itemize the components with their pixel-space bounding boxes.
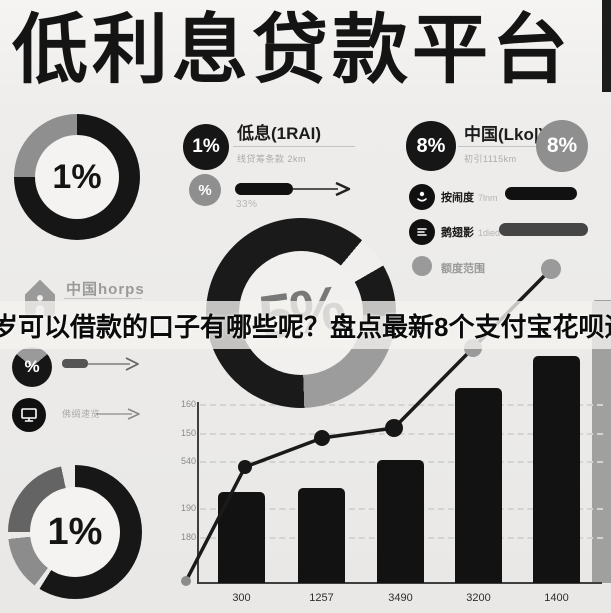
percent-badge-left: 1% <box>183 124 229 170</box>
lines-icon <box>409 219 435 245</box>
stat-right-subtitle: 初引1115km <box>464 154 517 164</box>
bar-300 <box>218 492 265 583</box>
row1-bold: 按闹度 <box>441 192 474 204</box>
y-axis-tick-label: 160 <box>180 399 196 409</box>
stat-left-subtitle: 线贷筹条款 2km <box>237 154 307 164</box>
headline-overlay: 岁可以借款的口子有哪些呢？盘点最新8个支付宝花呗逾期万元快速贷款 <box>0 301 611 349</box>
x-axis-label: 3490 <box>388 592 413 604</box>
stat-right-title: 中国(Lko|) <box>464 125 545 144</box>
gray-dot-icon <box>412 256 432 276</box>
progress-pill <box>235 183 293 195</box>
donut-top-left-value: 1% <box>35 135 119 219</box>
chart-y-axis <box>197 402 199 584</box>
divider <box>64 298 142 299</box>
row2-light: 1died <box>478 228 501 238</box>
page-title: 低利息贷款平台 <box>12 8 572 93</box>
donut-chart-top-left: 1% <box>14 114 140 240</box>
chart-x-axis <box>198 582 602 584</box>
monitor-icon <box>12 398 46 432</box>
x-axis-label: 1400 <box>544 592 569 604</box>
bar-3490 <box>377 460 424 583</box>
row-label-1: 按闹度 7lnm <box>441 189 498 205</box>
right-arrow-icon <box>96 408 140 420</box>
edge-bar <box>592 300 611 583</box>
y-axis-tick-label: 150 <box>180 428 196 438</box>
row3-bold: 额度范围 <box>441 263 485 275</box>
percent-circle-icon: % <box>12 347 52 387</box>
x-axis-label: 1257 <box>309 592 334 604</box>
value-pill-1 <box>505 187 577 200</box>
row2-bold: 鹅翅影 <box>441 227 474 239</box>
donut-bottom-left-value: 1% <box>30 487 120 577</box>
rate-value: 33% <box>236 199 258 210</box>
line-data-point <box>541 259 561 279</box>
bulb-icon <box>409 184 435 210</box>
right-arrow-icon <box>292 181 351 197</box>
bulb-glyph <box>417 191 427 202</box>
divider <box>458 146 538 147</box>
lines-glyph <box>417 228 427 236</box>
row1-light: 7lnm <box>478 193 498 203</box>
line-data-point <box>181 576 191 586</box>
y-axis-tick-label: 190 <box>180 503 196 513</box>
headline-text: 岁可以借款的口子有哪些呢？盘点最新8个支付宝花呗逾期万元快速贷款 <box>0 311 611 342</box>
right-arrow-icon <box>88 357 139 371</box>
right-edge-strip <box>602 0 611 92</box>
stat-left-title: 低息(1RAI) <box>237 124 322 143</box>
monitor-row-label: 佛绸速览 <box>62 409 101 419</box>
donut-chart-bottom-left: 1% <box>8 465 142 599</box>
row-label-2: 鹅翅影 1died <box>441 224 500 240</box>
bar-1257 <box>298 488 345 583</box>
monitor-glyph <box>21 408 37 422</box>
percent-badge-right: 8% <box>406 121 456 171</box>
mini-pill <box>62 359 88 368</box>
x-axis-label: 300 <box>232 592 251 604</box>
percent-badge-right-gray: 8% <box>536 120 588 172</box>
y-axis-tick-label: 540 <box>180 456 196 466</box>
bar-3200 <box>455 388 502 583</box>
value-pill-2 <box>499 223 588 236</box>
divider <box>233 146 355 147</box>
rate-badge-gray: % <box>189 174 221 206</box>
row-label-3: 额度范围 <box>441 260 485 276</box>
home-label: 中国horps <box>66 281 145 298</box>
x-axis-label: 3200 <box>466 592 491 604</box>
bar-1400 <box>533 356 580 583</box>
y-axis-tick-label: 180 <box>180 532 196 542</box>
